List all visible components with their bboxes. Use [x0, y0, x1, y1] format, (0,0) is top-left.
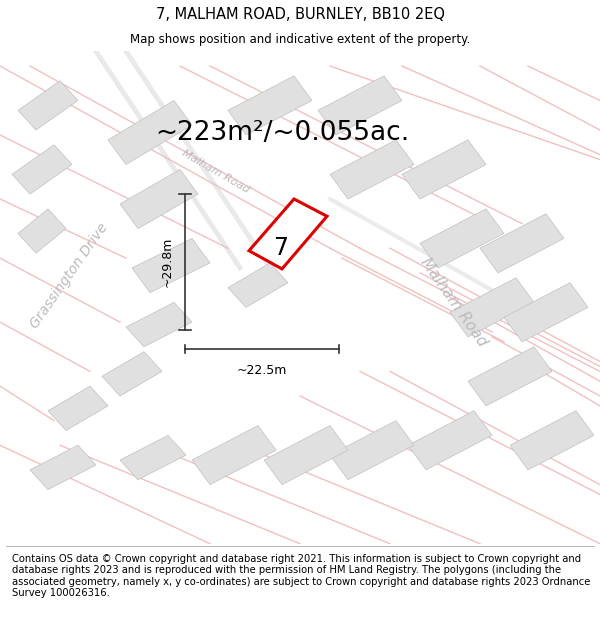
Polygon shape	[504, 282, 588, 342]
Polygon shape	[18, 209, 66, 253]
Text: 7: 7	[274, 236, 289, 260]
Text: Malham Road: Malham Road	[418, 256, 490, 349]
Polygon shape	[480, 214, 564, 273]
Text: ~22.5m: ~22.5m	[237, 364, 287, 377]
Polygon shape	[126, 302, 192, 347]
Text: Malham Road: Malham Road	[181, 149, 251, 196]
Text: Grassington Drive: Grassington Drive	[28, 220, 110, 331]
Polygon shape	[318, 76, 402, 135]
Polygon shape	[510, 411, 594, 470]
Polygon shape	[48, 386, 108, 431]
Polygon shape	[408, 411, 492, 470]
Polygon shape	[330, 421, 414, 480]
Polygon shape	[264, 426, 348, 484]
Polygon shape	[120, 169, 198, 229]
Polygon shape	[18, 81, 78, 130]
Text: Contains OS data © Crown copyright and database right 2021. This information is : Contains OS data © Crown copyright and d…	[12, 554, 590, 598]
Polygon shape	[192, 426, 276, 484]
Polygon shape	[228, 76, 312, 135]
Text: 7, MALHAM ROAD, BURNLEY, BB10 2EQ: 7, MALHAM ROAD, BURNLEY, BB10 2EQ	[155, 7, 445, 22]
Polygon shape	[228, 263, 288, 308]
Polygon shape	[120, 436, 186, 480]
Polygon shape	[12, 145, 72, 194]
Polygon shape	[132, 238, 210, 292]
Text: ~223m²/~0.055ac.: ~223m²/~0.055ac.	[155, 119, 409, 146]
Polygon shape	[30, 445, 96, 489]
Polygon shape	[102, 352, 162, 396]
Polygon shape	[108, 101, 192, 164]
Text: Map shows position and indicative extent of the property.: Map shows position and indicative extent…	[130, 34, 470, 46]
Polygon shape	[330, 140, 414, 199]
Polygon shape	[402, 140, 486, 199]
Polygon shape	[450, 278, 534, 337]
Polygon shape	[468, 347, 552, 406]
Polygon shape	[420, 209, 504, 268]
Polygon shape	[249, 199, 327, 269]
Text: ~29.8m: ~29.8m	[161, 237, 174, 287]
